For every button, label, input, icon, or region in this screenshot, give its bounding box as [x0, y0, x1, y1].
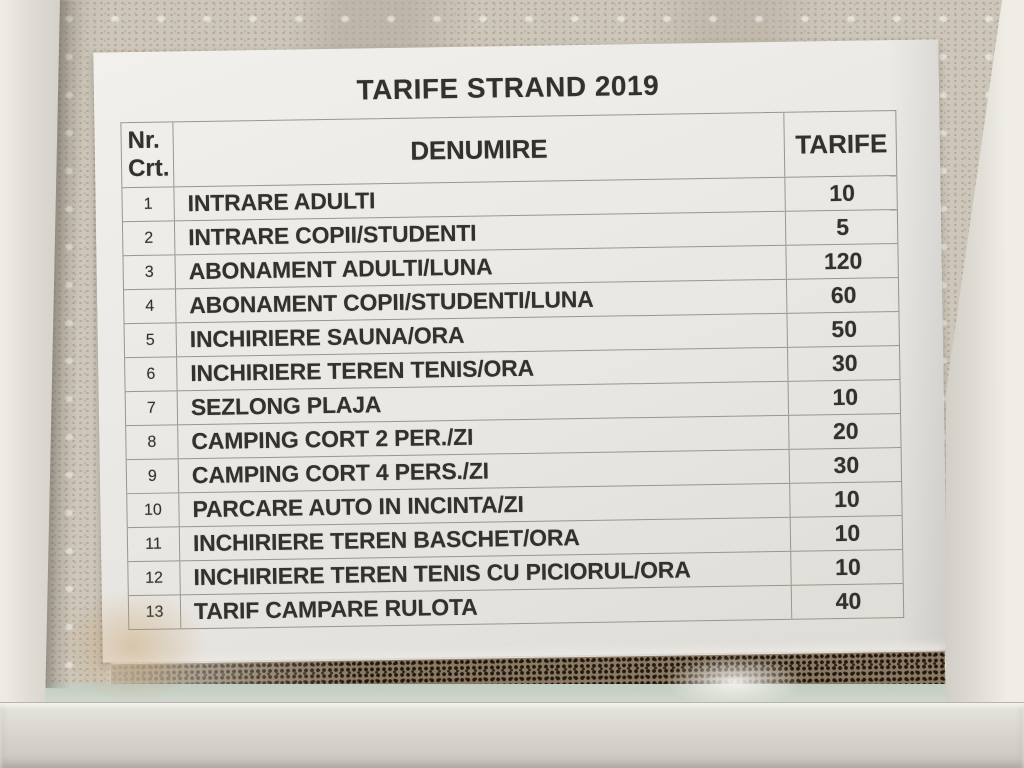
- cell-tarif: 120: [785, 244, 900, 279]
- cell-tarif: 30: [786, 346, 902, 381]
- table-header-row: Nr. Crt. DENUMIRE TARIFE: [121, 111, 899, 188]
- cell-tarif: 20: [788, 414, 903, 449]
- cell-tarif: 5: [784, 210, 900, 245]
- glass-reflection: [58, 588, 208, 703]
- cell-nr: 4: [124, 289, 177, 324]
- header-cell-denumire: DENUMIRE: [410, 133, 548, 166]
- cell-tarif: 10: [787, 380, 903, 415]
- header-nr-line1: Nr.: [127, 126, 160, 154]
- cell-tarif: 10: [784, 176, 899, 211]
- cell-tarif: 50: [786, 312, 901, 347]
- cell-nr: 11: [127, 527, 181, 562]
- tariff-table: Nr. Crt. DENUMIRE TARIFE 1 INTRARE ADULT…: [120, 110, 906, 631]
- cell-tarif: 10: [790, 549, 905, 585]
- cell-nr: 1: [122, 187, 175, 222]
- cell-tarif: 40: [790, 583, 906, 619]
- cell-tarif: 30: [788, 448, 904, 483]
- glass-pane: TARIFE STRAND 2019 Nr. Crt. DENUMIRE TAR…: [0, 0, 1024, 708]
- cell-tarif: 60: [785, 278, 901, 313]
- cell-nr: 5: [124, 323, 178, 358]
- cell-nr: 6: [125, 357, 178, 392]
- cell-tarif: 10: [789, 481, 904, 517]
- price-list-title: TARIFE STRAND 2019: [356, 69, 660, 106]
- cell-nr: 2: [122, 221, 176, 256]
- header-cell-tarife: TARIFE: [783, 111, 899, 177]
- cell-nr: 8: [126, 425, 179, 460]
- cell-tarif: 10: [789, 515, 905, 551]
- price-list-paper: TARIFE STRAND 2019 Nr. Crt. DENUMIRE TAR…: [93, 39, 948, 663]
- window-sill: [0, 702, 1024, 768]
- table-body: 1 INTRARE ADULTI 10 2 INTRARE COPII/STUD…: [122, 175, 906, 630]
- cell-nr: 3: [123, 255, 176, 290]
- cell-nr: 10: [127, 493, 180, 528]
- header-cell-nr: Nr. Crt.: [121, 122, 175, 188]
- header-nr-line2: Crt.: [127, 154, 170, 183]
- cell-nr: 7: [125, 391, 179, 426]
- cell-nr: 9: [126, 459, 180, 494]
